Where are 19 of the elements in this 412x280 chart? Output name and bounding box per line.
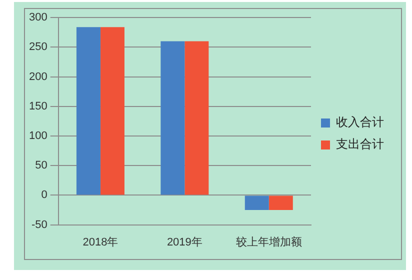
- y-tick-label: 250: [28, 41, 48, 54]
- bar: [76, 27, 100, 195]
- y-tick-label: 0: [41, 189, 48, 202]
- y-tick-label: 300: [28, 12, 48, 24]
- x-tick-label: 2019年: [166, 236, 202, 248]
- y-tick-label: 50: [35, 160, 48, 172]
- x-tick-label: 较上年增加额: [236, 235, 302, 248]
- x-tick-label: 2018年: [82, 236, 118, 248]
- legend-label: 收入合计: [336, 115, 384, 130]
- bar: [100, 27, 124, 195]
- bar: [268, 196, 293, 210]
- y-tick-label: 100: [28, 130, 48, 142]
- y-tick-label: 200: [28, 70, 48, 83]
- bar: [244, 196, 269, 210]
- bar: [160, 41, 185, 195]
- y-tick-label: -50: [31, 218, 48, 231]
- legend-label: 支出合计: [336, 137, 384, 152]
- y-tick-label: 150: [28, 100, 48, 112]
- bar: [184, 41, 209, 195]
